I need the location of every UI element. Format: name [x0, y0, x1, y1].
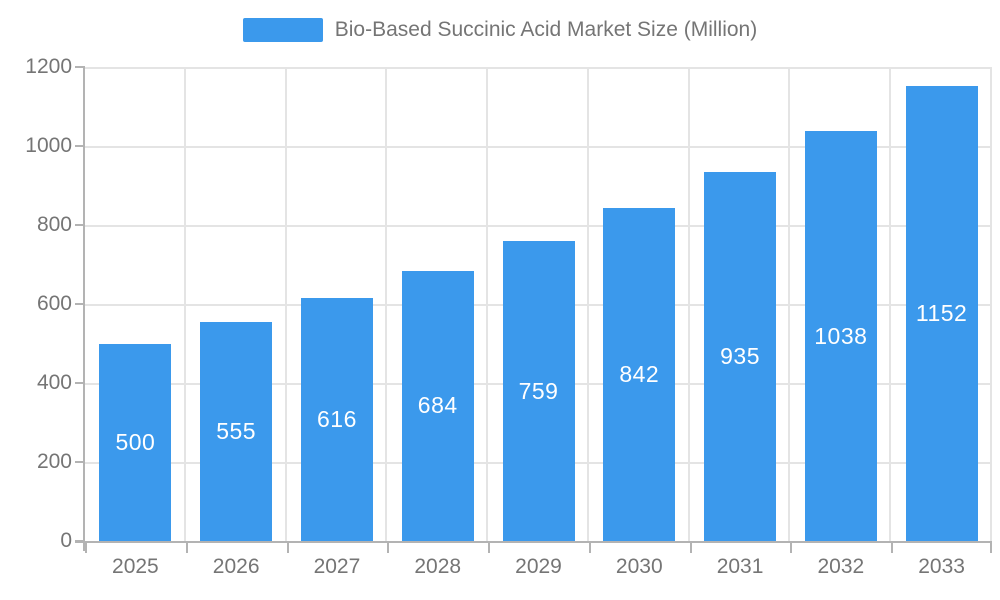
x-gridline — [889, 67, 892, 541]
bar[interactable]: 935 — [704, 171, 777, 541]
y-axis-line — [83, 67, 85, 551]
y-gridline — [85, 67, 992, 69]
x-gridline — [385, 67, 388, 541]
x-axis-tick-label: 2030 — [615, 555, 663, 578]
x-gridline — [183, 67, 186, 541]
y-axis-tick — [75, 382, 85, 384]
x-axis-tick — [790, 543, 793, 553]
bar[interactable]: 842 — [603, 208, 676, 541]
x-axis-tick — [891, 543, 894, 553]
legend-label: Bio-Based Succinic Acid Market Size (Mil… — [334, 18, 758, 41]
x-axis-tick-label: 2027 — [313, 555, 361, 578]
y-gridline — [85, 146, 992, 148]
x-axis-tick — [85, 543, 87, 553]
legend-marker — [242, 18, 323, 42]
bar-value-label: 555 — [216, 417, 257, 444]
x-axis-tick — [588, 543, 591, 553]
x-axis-tick-label: 2025 — [112, 555, 159, 578]
bar[interactable]: 684 — [401, 270, 474, 541]
y-gridline — [85, 225, 992, 227]
x-axis-tick-label: 2026 — [212, 555, 260, 578]
x-gridline — [788, 67, 791, 541]
x-axis-line — [75, 541, 992, 543]
bar[interactable]: 555 — [200, 321, 273, 541]
x-axis-tick — [286, 543, 289, 553]
y-axis-tick — [75, 461, 85, 463]
x-axis-tick — [990, 543, 992, 553]
bar-value-label: 500 — [115, 428, 156, 455]
x-gridline — [990, 67, 992, 541]
x-axis-tick-label: 2029 — [515, 555, 562, 578]
plot-area: 500 555 616 684 759 842 935 1038 1152 — [75, 66, 992, 553]
bar[interactable]: 1038 — [804, 131, 877, 541]
y-axis-tick-label: 600 — [36, 292, 72, 315]
y-axis-tick-label: 400 — [36, 371, 72, 394]
x-axis-tick-label: 2032 — [817, 555, 865, 578]
y-axis-tick-label: 1000 — [25, 134, 72, 157]
x-axis-tick — [488, 543, 491, 553]
bar[interactable]: 500 — [99, 343, 172, 541]
x-axis-tick-label: 2031 — [716, 555, 764, 578]
x-axis-tick — [387, 543, 390, 553]
bar-value-label: 684 — [417, 392, 458, 419]
x-gridline — [486, 67, 489, 541]
legend[interactable]: Bio-Based Succinic Acid Market Size (Mil… — [0, 17, 1000, 43]
x-gridline — [586, 67, 589, 541]
bar[interactable]: 1152 — [905, 85, 978, 541]
y-axis-tick — [75, 145, 85, 147]
x-axis-tick — [185, 543, 188, 553]
y-axis-tick-label: 800 — [36, 213, 72, 236]
y-axis-tick-label: 200 — [36, 450, 72, 473]
bar-value-label: 1152 — [915, 299, 968, 326]
y-axis-tick — [75, 303, 85, 305]
x-axis-tick-label: 2033 — [918, 555, 965, 578]
bar[interactable]: 616 — [300, 297, 373, 541]
bar-value-label: 842 — [619, 361, 660, 388]
x-axis-tick — [689, 543, 692, 553]
bar-value-label: 759 — [518, 377, 559, 404]
y-axis-tick-label: 1200 — [25, 55, 72, 78]
bar-value-label: 1038 — [814, 322, 868, 349]
bar-value-label: 935 — [720, 342, 760, 369]
bar-value-label: 616 — [317, 405, 357, 432]
bar[interactable]: 759 — [502, 241, 575, 541]
y-axis-tick — [75, 66, 85, 68]
y-axis-tick — [75, 224, 85, 226]
x-gridline — [284, 67, 287, 541]
x-gridline — [687, 67, 690, 541]
x-axis-tick-label: 2028 — [414, 555, 462, 578]
y-axis-tick-label: 0 — [60, 529, 72, 552]
